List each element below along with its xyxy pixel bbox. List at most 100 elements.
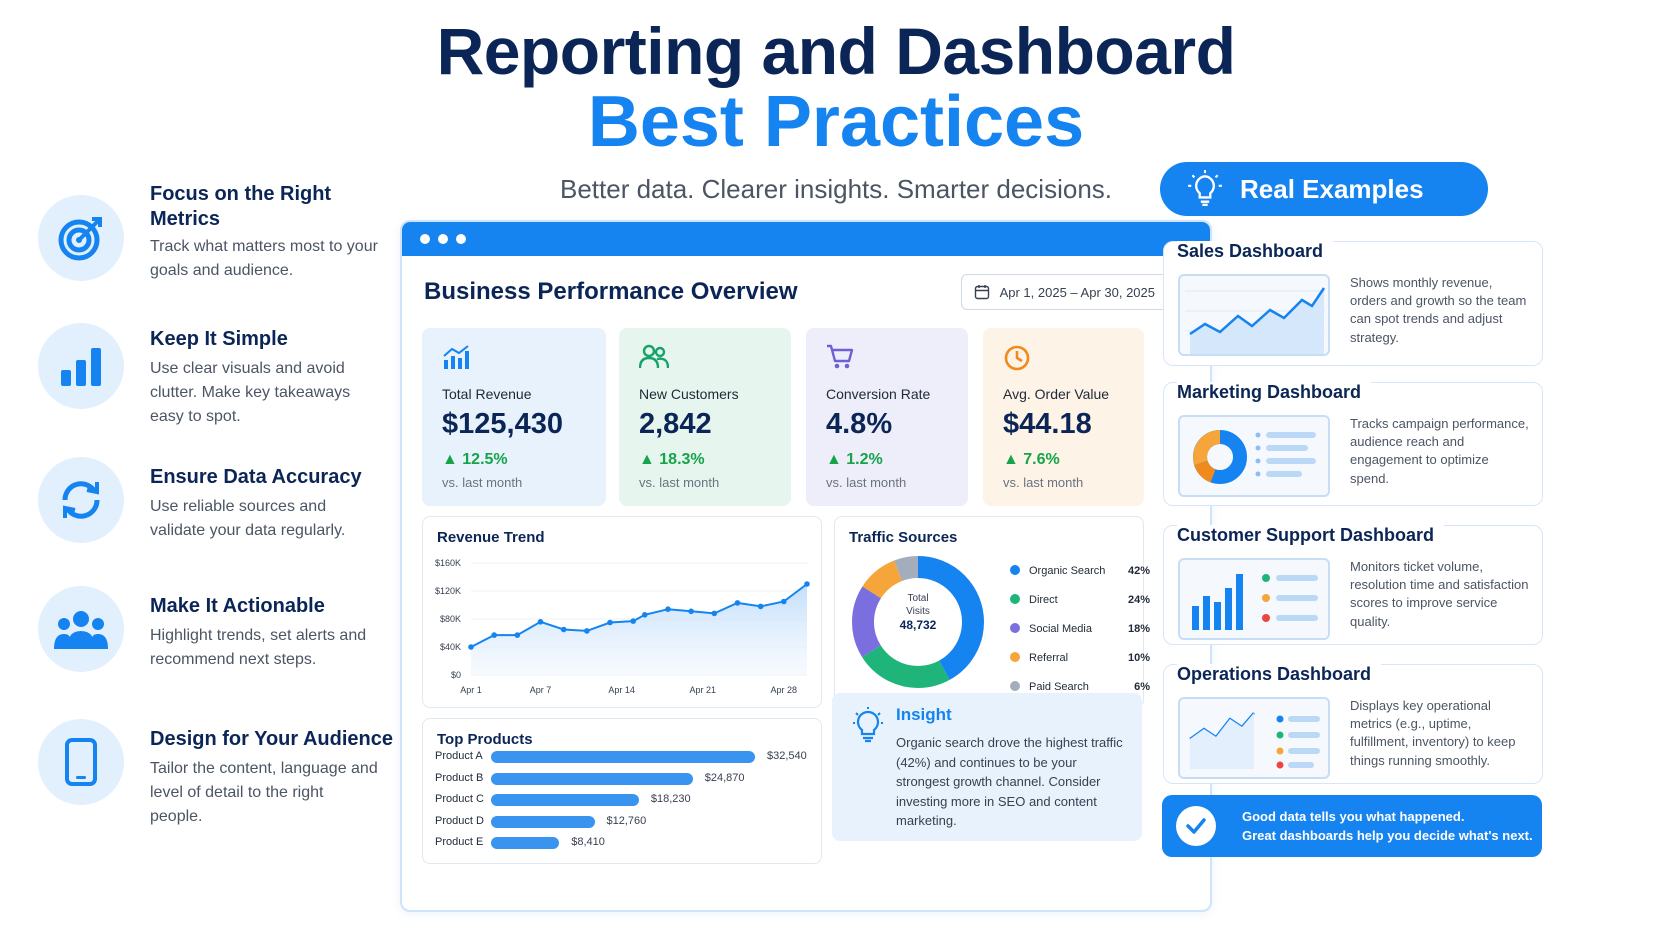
kpi-label: New Customers (639, 386, 739, 402)
sales-dashboard-thumbnail (1178, 274, 1330, 356)
kpi-row: Total Revenue $125,430 ▲ 12.5% vs. last … (422, 328, 1194, 506)
revenue-point[interactable] (607, 619, 613, 626)
dashboard-title: Business Performance Overview (424, 278, 798, 305)
phone-icon (38, 719, 124, 805)
kpi-comparison: vs. last month (1003, 475, 1084, 490)
kpi-value: 4.8% (826, 408, 893, 440)
window-dot (438, 234, 448, 244)
donut-slice[interactable] (852, 556, 984, 688)
insight-panel: Insight Organic search drove the highest… (832, 693, 1142, 841)
refresh-icon (38, 457, 124, 543)
top-products-panel: Top Products Product A $32,540 Product B $2… (422, 718, 822, 864)
kpi-change: ▲ 1.2% (826, 451, 883, 468)
product-row: Product E $8,410 (435, 835, 815, 851)
page-header: Reporting and Dashboard Best Practices B… (0, 18, 1672, 205)
real-examples-title: Real Examples (1240, 173, 1424, 204)
revenue-point[interactable] (537, 619, 544, 625)
kpi-card-revenue[interactable]: Total Revenue $125,430 ▲ 12.5% vs. last … (422, 328, 606, 506)
legend-label: Organic Search (1029, 565, 1106, 577)
clock-icon (1003, 344, 1124, 374)
revenue-trend-chart: $0 $40K $80K $120K $160K Apr 1 Apr 7 Apr 14 Apr … (435, 558, 810, 695)
x-tick-label: Apr 1 (460, 685, 482, 695)
window-dot (420, 234, 430, 244)
tip-description: Use reliable sources and validate your d… (150, 498, 346, 539)
kpi-value: $44.18 (1003, 408, 1092, 440)
donut-center-label: Total Visits 48,732 (868, 593, 968, 633)
revenue-point[interactable] (468, 644, 474, 650)
product-bar[interactable] (491, 794, 639, 806)
calendar-icon (974, 285, 989, 300)
legend-value: 42% (1127, 565, 1150, 577)
legend-item: Paid Search 6% (1010, 681, 1150, 693)
legend-value: 6% (1134, 681, 1150, 693)
revenue-point[interactable] (514, 632, 521, 638)
example-card-description: Displays key operational metrics (e.g., … (1350, 698, 1516, 768)
product-bar[interactable] (491, 772, 693, 785)
revenue-point[interactable] (665, 606, 671, 612)
revenue-point[interactable] (630, 618, 637, 624)
tip-description: Highlight trends, set alerts and recomme… (150, 627, 367, 668)
product-name: Product D (435, 814, 484, 827)
donut-slice[interactable] (852, 556, 984, 688)
revenue-point[interactable] (711, 610, 718, 617)
product-name: Product C (435, 793, 484, 805)
revenue-point[interactable] (734, 600, 741, 606)
operations-dashboard-thumbnail (1178, 697, 1330, 779)
bar-chart-icon (38, 323, 124, 409)
kpi-change: ▲ 12.5% (442, 451, 508, 468)
revenue-point[interactable] (584, 628, 590, 634)
product-bar[interactable] (491, 837, 560, 849)
example-card-marketing[interactable]: Marketing Dashboard Tracks campaign perf… (1163, 382, 1543, 506)
legend-swatch (1010, 623, 1020, 633)
support-dashboard-thumbnail (1178, 558, 1330, 640)
product-row: Product D $12,760 (435, 814, 815, 830)
product-value: $12,760 (606, 814, 647, 827)
date-range-picker[interactable]: Apr 1, 2025 – Apr 30, 2025 (960, 274, 1190, 310)
product-bar[interactable] (491, 751, 755, 763)
legend-label: Direct (1029, 594, 1058, 606)
y-tick-label: $80K (440, 614, 461, 624)
revenue-trend-panel: Revenue Trend $0 $40K $80K $120K $160K Apr 1 A… (422, 516, 822, 708)
dashboard-window: Business Performance Overview Apr 1, 202… (400, 220, 1212, 912)
y-tick-label: $160K (435, 558, 461, 568)
example-card-title: Sales Dashboard (1177, 241, 1334, 262)
kpi-label: Avg. Order Value (1003, 386, 1110, 402)
product-value: $32,540 (767, 750, 807, 762)
insight-body: Organic search drove the highest traffic… (896, 735, 1123, 828)
example-card-title: Marketing Dashboard (1177, 382, 1372, 403)
page-title-highlight: Best Practices (587, 82, 1085, 162)
revenue-point[interactable] (781, 598, 787, 605)
tip-title: Ensure Data Accuracy (150, 466, 362, 488)
y-tick-label: $0 (451, 670, 461, 680)
legend-value: 18% (1127, 623, 1150, 635)
example-card-title: Operations Dashboard (1177, 664, 1382, 685)
product-name: Product B (435, 771, 484, 784)
kpi-card-conversion[interactable]: Conversion Rate 4.8% ▲ 1.2% vs. last mon… (806, 328, 968, 506)
y-tick-label: $120K (435, 586, 461, 596)
legend-swatch (1010, 652, 1020, 662)
revenue-point[interactable] (560, 626, 567, 633)
example-card-description: Tracks campaign performance, audience re… (1350, 416, 1529, 486)
revenue-point[interactable] (757, 603, 764, 610)
legend-item: Organic Search 42% (1010, 565, 1150, 577)
revenue-point[interactable] (688, 608, 694, 615)
y-tick-label: $40K (440, 642, 461, 652)
kpi-card-customers[interactable]: New Customers 2,842 ▲ 18.3% vs. last mon… (619, 328, 791, 506)
product-name: Product A (435, 750, 483, 762)
kpi-card-order-value[interactable]: Avg. Order Value $44.18 ▲ 7.6% vs. last … (983, 328, 1144, 506)
example-card-operations[interactable]: Operations Dashboard Displays key operat… (1163, 664, 1543, 784)
legend-swatch (1010, 594, 1020, 604)
revenue-point[interactable] (491, 632, 497, 638)
x-tick-label: Apr 28 (771, 685, 798, 695)
revenue-line (470, 583, 808, 648)
real-examples-banner: Real Examples (1160, 162, 1488, 216)
example-card-sales[interactable]: Sales Dashboard Shows monthly revenue, o… (1163, 241, 1543, 366)
revenue-point[interactable] (641, 612, 648, 618)
revenue-point[interactable] (804, 581, 810, 587)
donut-slice[interactable] (852, 556, 984, 688)
example-card-support[interactable]: Customer Support Dashboard Monitors tick… (1163, 525, 1543, 645)
donut-center-value: 48,732 (899, 618, 937, 632)
window-dot (456, 234, 466, 244)
x-tick-label: Apr 21 (689, 685, 716, 695)
product-bar[interactable] (491, 815, 595, 828)
